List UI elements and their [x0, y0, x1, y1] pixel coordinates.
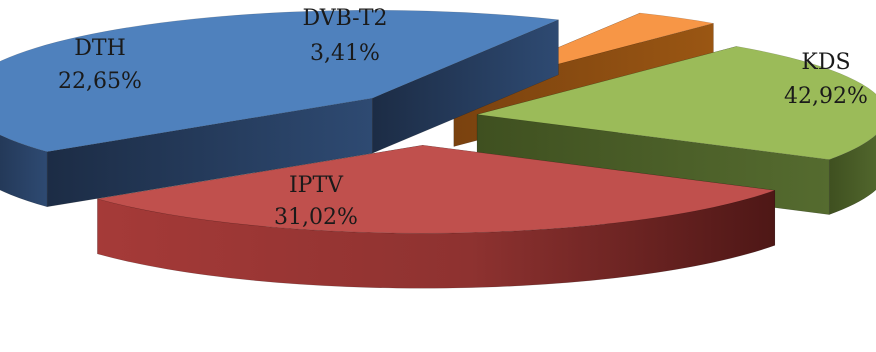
label-dvbt2-value: 3,41% — [310, 41, 380, 66]
label-dth-value: 22,65% — [58, 69, 142, 94]
label-dth-name: DTH — [74, 36, 126, 61]
slice-iptv — [97, 144, 776, 289]
label-iptv-value: 31,02% — [274, 205, 358, 230]
label-dvbt2-name: DVB-T2 — [302, 6, 387, 31]
label-iptv-name: IPTV — [289, 173, 344, 198]
label-kds-name: KDS — [801, 50, 850, 75]
slice-kds — [0, 9, 560, 208]
label-kds-value: 42,92% — [784, 84, 868, 109]
